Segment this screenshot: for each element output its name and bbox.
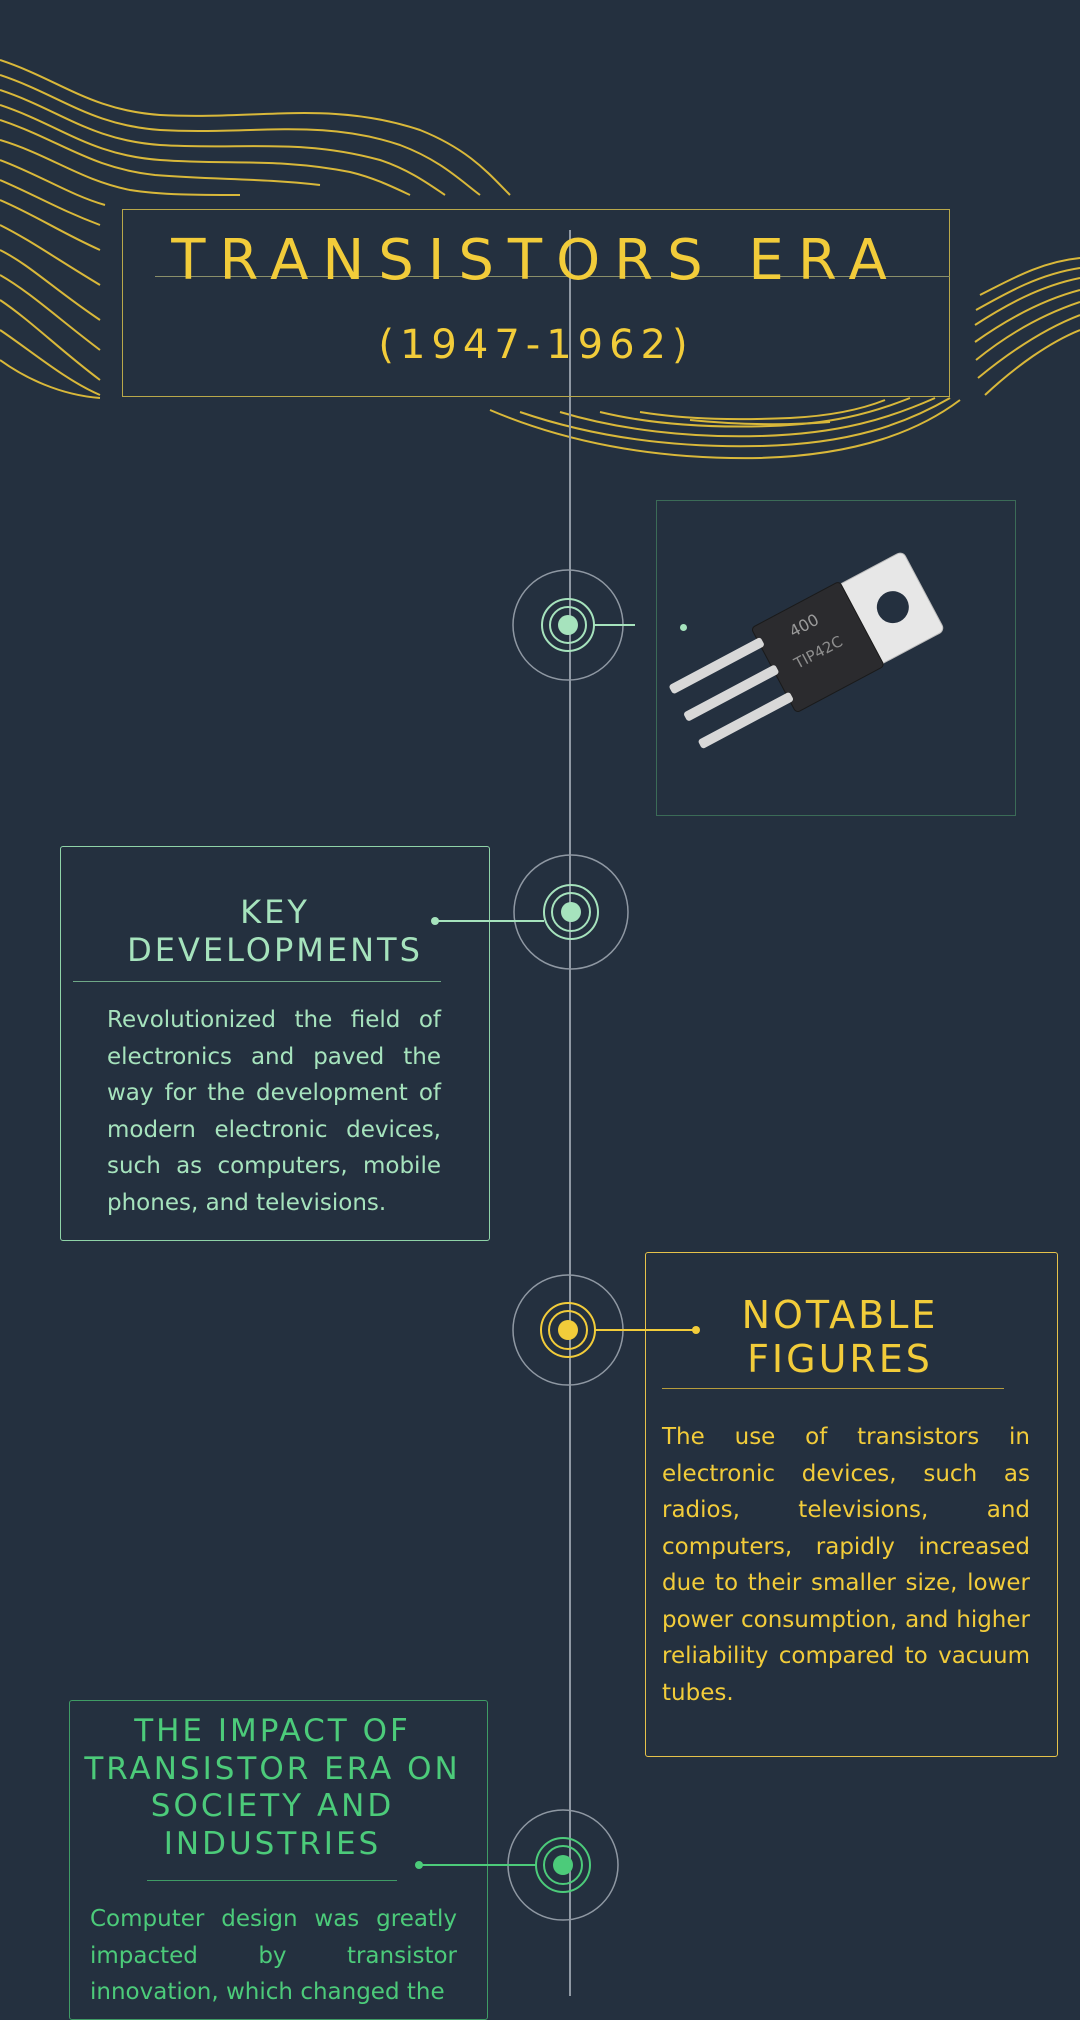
heading-divider <box>662 1388 1004 1389</box>
key-developments-card <box>60 846 490 1241</box>
image-frame <box>656 500 1016 816</box>
notable-figures-heading: NOTABLE FIGURES <box>741 1293 939 1381</box>
impact-heading: THE IMPACT OF TRANSISTOR ERA ON SOCIETY … <box>84 1713 461 1862</box>
page-title: TRANSISTORS ERA <box>171 228 901 293</box>
era-years: (1947-1962) <box>378 322 694 368</box>
transistor-image: 400 TIP42C <box>669 552 944 749</box>
heading-divider <box>147 1880 397 1881</box>
timeline-node-3 <box>512 1274 700 1386</box>
impact-text: Computer design was greatly impacted by … <box>90 1906 457 2005</box>
notable-figures-card <box>645 1252 1058 1757</box>
heading-divider <box>73 981 441 982</box>
timeline-node-2 <box>431 854 629 970</box>
connector-dot <box>680 624 687 631</box>
title-underline <box>155 276 950 277</box>
timeline-node-4 <box>415 1809 619 1921</box>
timeline-line <box>569 230 571 1996</box>
key-developments-text: Revolutionized the field of electronics … <box>107 1007 441 1216</box>
timeline-node-1 <box>512 569 635 681</box>
notable-figures-text: The use of transistors in electronic dev… <box>662 1424 1030 1706</box>
title-frame <box>122 209 950 397</box>
key-developments-heading: KEY DEVELOPMENTS <box>127 893 423 969</box>
